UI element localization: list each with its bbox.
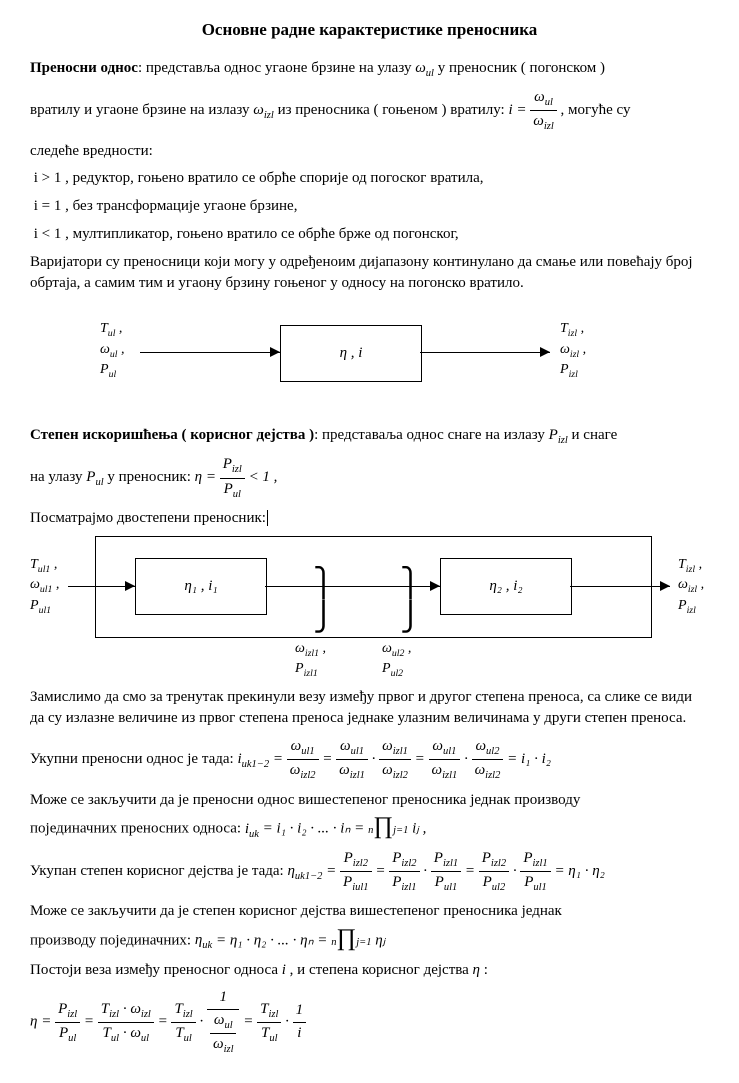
stage2-block: η₂ , i₂	[440, 558, 572, 615]
fraction: PizlPul	[55, 999, 80, 1046]
case-eq1: i = 1 , без трансформације угаоне брзине…	[30, 196, 709, 218]
text: = i₁ · i₂	[507, 751, 551, 767]
diagram-single-stage: Tul , ωul , Pul η , i Tizl , ωizl , Pizl	[100, 305, 709, 415]
paragraph-imagine: Замислимо да смо за тренутак прекинули в…	[30, 687, 709, 731]
fraction: ωizl1ωizl2	[379, 736, 411, 783]
var-omega: ω	[415, 60, 426, 76]
paragraph-relation: Постоји веза између преносног односа i ,…	[30, 960, 709, 982]
text: производу појединачних:	[30, 932, 195, 948]
brace-icon: ⎫⎭	[400, 566, 421, 634]
sub: izl	[558, 435, 568, 446]
text: на улазу	[30, 470, 86, 486]
arrow-shaft	[140, 352, 280, 353]
eq-lhs: η =	[195, 470, 220, 486]
paragraph-two-stage-intro: Посматрајмо двостепени преносник:	[30, 508, 709, 530]
arrow-head-icon	[270, 347, 280, 357]
text: у преносник ( погонском )	[434, 60, 605, 76]
fraction: ωulωizl	[530, 87, 557, 134]
paragraph-efficiency: Степен искоришћења ( корисног дејства ):…	[30, 425, 709, 448]
product-symbol: n∏j=1	[368, 817, 408, 841]
fraction: Tizl · ωizlTul · ωul	[98, 999, 154, 1046]
fraction-nested: 1 ωulωizl	[207, 987, 240, 1057]
label-output: Tizl , ωizl , Pizl	[560, 320, 586, 382]
gearbox-block: η , i	[280, 325, 422, 382]
fraction: Pizl2Pizl1	[389, 848, 419, 895]
arrow-head-icon	[540, 347, 550, 357]
arrow-head-icon	[125, 581, 135, 591]
brace-icon: ⎫⎭	[313, 566, 334, 634]
text: Укупан степен корисног дејства је тада:	[30, 863, 287, 879]
text: , могуће су	[557, 102, 631, 118]
eq-lhs: η =	[30, 1014, 55, 1030]
text: појединачних преносних односа:	[30, 821, 245, 837]
paragraph-2: вратилу и угаоне брзине на излазу ωizl и…	[30, 87, 709, 134]
paragraph-3: следеће вредности:	[30, 141, 709, 163]
diagram-two-stage: Tul1 , ωul1 , Pul1 η₁ , i₁ ⎫⎭ ⎫⎭ η₂ , i₂…	[30, 536, 709, 681]
text: < 1 ,	[245, 470, 278, 486]
stage1-block: η₁ , i₁	[135, 558, 267, 615]
text: :	[480, 962, 488, 978]
product-symbol: n∏j=1	[331, 929, 371, 953]
paragraph-final-eq: η = PizlPul = Tizl · ωizlTul · ωul = Tiz…	[30, 987, 709, 1057]
arrow-head-icon	[660, 581, 670, 591]
sub: izl	[264, 110, 274, 121]
fraction: PizlPul	[220, 454, 245, 501]
case-lt1: i < 1 , мултипликатор, гоњено вратило се…	[30, 224, 709, 246]
paragraph-variators: Варијатори су преносници који могу у одр…	[30, 252, 709, 296]
page-title: Основне радне карактеристике преносника	[30, 20, 709, 40]
text: , и степена корисног дејства	[286, 962, 473, 978]
paragraph-total-ratio: Укупни преносни однос је тада: iuk1−2 = …	[30, 736, 709, 783]
text: : представаља однос снаге на излазу	[314, 427, 549, 443]
term-transmission-ratio: Преносни однос	[30, 60, 138, 76]
label-mid-out: ωizl1 , Pizl1	[295, 640, 326, 681]
fraction: Pizl2Pul2	[479, 848, 509, 895]
text: из преносника ( гоњеном ) вратилу:	[274, 102, 509, 118]
text: : представља однос угаоне брзине на улаз…	[138, 60, 415, 76]
text: Постоји веза између преносног односа	[30, 962, 282, 978]
paragraph-efficiency-eq: на улазу Pul у преносник: η = PizlPul < …	[30, 454, 709, 501]
paragraph-conclusion-eff: Може се закључити да је степен корисног …	[30, 901, 709, 923]
fraction: ωul1ωizl1	[336, 736, 368, 783]
fraction: Pizl1Pul1	[431, 848, 461, 895]
text: = η₁ · η₂	[554, 863, 604, 879]
arrow-shaft	[420, 352, 550, 353]
case-gt1: i > 1 , редуктор, гоњено вратило се обрћ…	[30, 168, 709, 190]
text-cursor-icon	[267, 510, 268, 526]
text: и снаге	[568, 427, 617, 443]
label-output: Tizl , ωizl , Pizl	[678, 556, 704, 618]
var-p: P	[549, 427, 558, 443]
paragraph-conclusion-ratio: Може се закључити да је преносни однос в…	[30, 790, 709, 812]
arrow-head-icon	[430, 581, 440, 591]
var-omega: ω	[253, 102, 264, 118]
fraction: TizlTul	[257, 999, 281, 1046]
paragraph-product-eff: производу појединачних: ηuk = η₁ · η₂ · …	[30, 929, 709, 954]
fraction: Pizl1Pul1	[520, 848, 550, 895]
sub: ul	[426, 68, 434, 79]
label-input: Tul , ωul , Pul	[100, 320, 125, 382]
term-efficiency: Степен искоришћења ( корисног дејства )	[30, 427, 314, 443]
label-input: Tul1 , ωul1 , Pul1	[30, 556, 59, 618]
var-eta: η	[473, 962, 480, 978]
arrow-shaft	[570, 586, 670, 587]
text: у преносник:	[104, 470, 195, 486]
text: iⱼ ,	[412, 821, 426, 837]
paragraph-total-eff: Укупан степен корисног дејства је тада: …	[30, 848, 709, 895]
label-mid-in: ωul2 , Pul2	[382, 640, 411, 681]
fraction: 1i	[293, 1000, 307, 1045]
text: Укупни преносни однос је тада:	[30, 751, 237, 767]
paragraph-product-ratio: појединачних преносних односа: iuk = i₁ …	[30, 817, 709, 842]
fraction: ωul2ωizl2	[472, 736, 504, 783]
sub: ul	[95, 478, 103, 489]
fraction: ωul1ωizl2	[287, 736, 319, 783]
eq-lhs: i =	[508, 102, 530, 118]
fraction: TizlTul	[171, 999, 195, 1046]
text: ηⱼ	[375, 932, 385, 948]
fraction: Pizl2Piul1	[340, 848, 372, 895]
fraction: ωul1ωizl1	[429, 736, 461, 783]
text: вратилу и угаоне брзине на излазу	[30, 102, 253, 118]
paragraph-1: Преносни однос: представља однос угаоне …	[30, 58, 709, 81]
